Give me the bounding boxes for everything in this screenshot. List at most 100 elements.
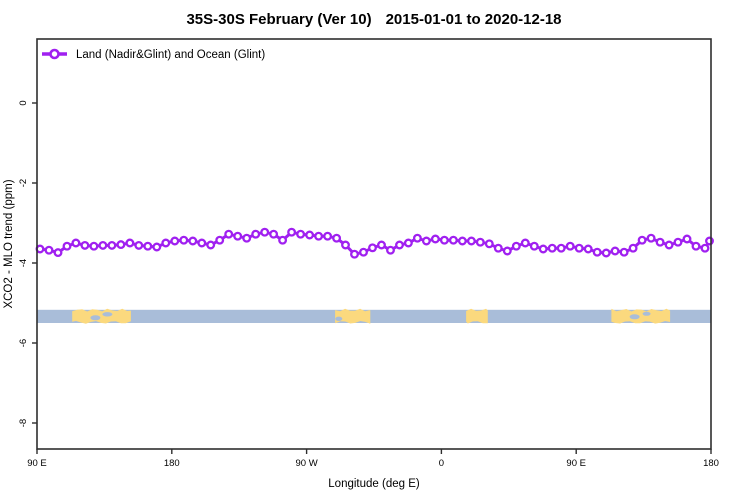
- data-point-marker: [233, 231, 243, 241]
- data-point-marker: [574, 243, 584, 253]
- data-point-marker: [368, 243, 377, 253]
- x-tick-label: 180: [164, 458, 180, 469]
- data-point-marker: [242, 233, 252, 243]
- data-point-marker: [170, 236, 180, 246]
- data-point-marker: [125, 238, 135, 248]
- legend: Land (Nadir&Glint) and Ocean (Glint): [42, 48, 265, 61]
- data-point-marker: [287, 227, 297, 237]
- lake-blob: [642, 311, 651, 316]
- data-point-marker: [143, 241, 153, 251]
- axes-layer: 90 E 180 90 W 0 90 E 180 0 -2 -4 -6 -8: [18, 100, 719, 469]
- data-point-marker: [403, 238, 413, 248]
- data-point-marker: [323, 231, 333, 241]
- data-point-marker: [98, 240, 108, 250]
- data-point-marker: [556, 243, 566, 253]
- data-point-marker: [520, 238, 530, 248]
- land-patch-southern-africa: [466, 308, 488, 324]
- lake-blob: [335, 316, 343, 321]
- data-point-marker: [197, 238, 207, 248]
- data-point-marker: [377, 240, 386, 250]
- data-series-layer: [35, 227, 714, 259]
- data-point-marker: [44, 245, 54, 255]
- data-point-marker: [161, 238, 171, 248]
- y-axis-title: XCO2 - MLO trend (ppm): [3, 179, 15, 308]
- data-point-marker: [475, 237, 485, 247]
- ocean-band: [37, 309, 711, 323]
- data-point-marker: [421, 236, 431, 246]
- y-tick-label: -8: [18, 419, 29, 427]
- data-point-marker: [705, 236, 714, 246]
- data-point-marker: [700, 243, 710, 253]
- data-point-marker: [332, 233, 342, 243]
- data-point-marker: [350, 249, 359, 259]
- data-point-marker: [62, 241, 72, 251]
- series-line: [38, 230, 711, 256]
- data-point-marker: [188, 236, 198, 246]
- data-point-marker: [152, 242, 162, 252]
- data-point-marker: [179, 235, 189, 245]
- data-point-marker: [565, 241, 575, 251]
- data-point-marker: [484, 239, 494, 249]
- lake-blob: [102, 312, 113, 317]
- data-point-marker: [673, 237, 683, 247]
- data-point-marker: [637, 235, 647, 245]
- data-point-marker: [278, 235, 288, 245]
- data-point-marker: [628, 243, 638, 253]
- data-point-marker: [395, 240, 404, 250]
- data-point-marker: [538, 244, 548, 254]
- data-point-marker: [682, 234, 692, 244]
- y-tick-label: -2: [18, 179, 29, 187]
- chart-title-dates: 2015-01-01 to 2020-12-18: [386, 11, 562, 28]
- data-point-marker: [206, 240, 216, 250]
- data-point-marker: [89, 241, 99, 251]
- lake-blob: [629, 314, 640, 320]
- data-point-marker: [215, 235, 225, 245]
- lake-blob: [90, 315, 101, 321]
- y-tick-label: 0: [18, 100, 29, 105]
- x-tick-label: 180: [703, 458, 719, 469]
- data-point-marker: [655, 237, 665, 247]
- x-axis-title: Longitude (deg E): [328, 478, 420, 490]
- data-point-marker: [466, 236, 476, 246]
- x-tick-label: 90 E: [566, 458, 586, 469]
- data-point-marker: [412, 233, 422, 243]
- data-point-marker: [592, 247, 602, 257]
- land-ocean-strip: [37, 308, 711, 324]
- x-tick-label: 90 W: [296, 458, 318, 469]
- land-patch-australia-wrap: [611, 308, 671, 324]
- chart-title-main: 35S-30S February (Ver 10): [186, 11, 371, 28]
- data-point-marker: [107, 240, 117, 250]
- data-point-marker: [547, 243, 557, 253]
- data-point-marker: [646, 233, 656, 243]
- legend-label: Land (Nadir&Glint) and Ocean (Glint): [76, 49, 265, 61]
- data-point-marker: [439, 235, 449, 245]
- data-point-marker: [430, 234, 440, 244]
- data-point-marker: [296, 229, 306, 239]
- x-tick-label: 90 E: [27, 458, 47, 469]
- data-point-marker: [341, 240, 350, 250]
- data-point-marker: [457, 236, 467, 246]
- data-point-marker: [53, 248, 63, 258]
- y-tick-label: -6: [18, 339, 29, 347]
- data-point-marker: [601, 248, 611, 258]
- land-patch-south-america: [335, 308, 371, 324]
- y-tick-label: -4: [18, 259, 29, 267]
- land-patch-australia: [72, 308, 131, 324]
- data-point-marker: [269, 229, 279, 239]
- data-point-marker: [610, 246, 620, 256]
- plot-frame: [36, 38, 712, 450]
- chart-title: 35S-30S February (Ver 10) 2015-01-01 to 2…: [186, 11, 561, 28]
- data-point-marker: [314, 231, 324, 241]
- data-point-marker: [251, 229, 261, 239]
- data-point-marker: [71, 238, 81, 248]
- data-point-marker: [691, 241, 701, 251]
- data-point-marker: [386, 245, 395, 255]
- data-point-marker: [664, 240, 674, 250]
- data-point-marker: [529, 241, 539, 251]
- data-point-marker: [80, 240, 90, 250]
- legend-marker-icon: [49, 48, 60, 60]
- data-point-marker: [359, 247, 368, 257]
- data-point-marker: [134, 240, 144, 250]
